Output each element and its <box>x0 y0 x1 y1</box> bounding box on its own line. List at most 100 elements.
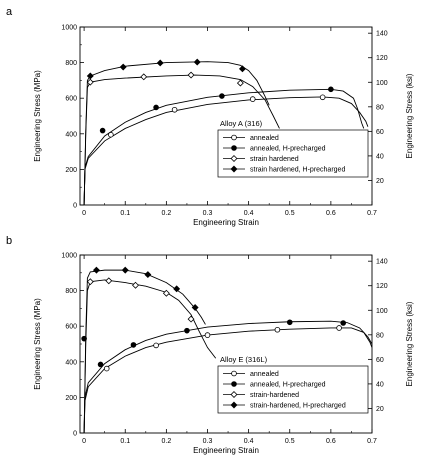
data-point <box>97 361 104 368</box>
data-point <box>236 79 244 87</box>
data-point <box>249 96 256 102</box>
chart-panel-b: b 0 0.1 0.2 0.3 0.4 0.5 0.6 0.7 0 200 400 600 800 1000… <box>6 235 414 455</box>
x-tick-label: 0.7 <box>367 438 377 445</box>
series-4 <box>83 58 270 205</box>
chart-panel-a: a 0 0.1 0.2 0.3 0.4 0.5 0.6 0.7 0 200 400 600 800 1000… <box>6 6 414 227</box>
series-line <box>83 88 365 205</box>
data-point <box>132 281 139 289</box>
y-tick-label: 800 <box>65 60 77 67</box>
data-point <box>86 72 94 80</box>
y-tick-label: 1000 <box>61 253 77 260</box>
x-tick-label: 0.4 <box>244 210 254 217</box>
series-1 <box>83 94 369 205</box>
data-point <box>286 319 293 326</box>
y-tick-label: 600 <box>65 96 77 103</box>
x-tick-label: 0 <box>82 210 86 217</box>
x-axis-label: Engineering Strain <box>193 218 259 227</box>
y-tick-label: 200 <box>65 395 77 402</box>
x-tick-label: 0.5 <box>285 438 295 445</box>
x-tick-label: 0.2 <box>161 210 171 217</box>
series-3 <box>83 277 217 433</box>
data-point <box>173 285 181 293</box>
series-line <box>83 96 369 205</box>
x-axis-label: Engineering Strain <box>193 446 259 455</box>
legend-marker <box>230 165 238 173</box>
x-tick-label: 0.6 <box>326 438 336 445</box>
y2-axis-label: Engineering Stress (ksi) <box>405 73 414 158</box>
legend-entry: annealed <box>250 371 279 378</box>
legend-marker <box>231 134 237 141</box>
y2-tick-label: 100 <box>376 80 388 87</box>
y2-tick-label: 140 <box>376 31 388 38</box>
series-1 <box>83 325 372 433</box>
legend-entry: strain hardened, H-precharged <box>250 167 345 174</box>
y2-tick-label: 20 <box>376 406 384 413</box>
series-3 <box>83 71 280 205</box>
legend: Alloy E (316L) annealed annealed, H-precha… <box>217 355 369 414</box>
data-point <box>319 94 326 101</box>
data-point <box>156 59 164 67</box>
x-tick-label: 0.6 <box>326 210 336 217</box>
series-line <box>83 61 270 205</box>
series-line <box>83 74 280 205</box>
data-point <box>340 320 347 326</box>
legend-entry: strain hardened <box>250 156 299 163</box>
legend-entry: annealed, H-precharged <box>250 146 326 153</box>
data-point <box>204 332 211 338</box>
legend-marker <box>231 145 237 151</box>
y2-tick-label: 60 <box>376 357 384 364</box>
data-point <box>86 78 94 86</box>
data-point <box>144 271 152 279</box>
legend-entry: annealed, H-precharged <box>250 382 326 389</box>
data-point <box>336 325 342 331</box>
y-axis-label: Engineering Stress (MPa) <box>33 298 42 390</box>
x-tick-label: 0 <box>82 438 86 445</box>
x-tick-label: 0.1 <box>120 210 130 217</box>
y2-tick-label: 100 <box>376 308 388 315</box>
plot-frame <box>79 26 373 206</box>
data-point <box>103 365 110 372</box>
data-point <box>99 127 106 134</box>
y2-axis-label: Engineering Stress (ksi) <box>405 301 414 386</box>
panel-label: a <box>6 6 13 18</box>
panel-label: b <box>6 235 12 247</box>
legend-entry: strain-hardened <box>250 392 299 399</box>
y2-tick-label: 20 <box>376 178 384 185</box>
legend-marker <box>231 381 237 387</box>
x-tick-label: 0.2 <box>161 438 171 445</box>
x-tick-label: 0.5 <box>285 210 295 217</box>
data-point <box>184 327 190 334</box>
data-point <box>153 104 159 111</box>
data-point <box>238 65 246 73</box>
series-line <box>83 279 217 433</box>
y2-tick-label: 140 <box>376 259 388 266</box>
legend-marker <box>231 370 237 377</box>
data-point <box>130 342 137 348</box>
x-tick-label: 0.3 <box>203 438 213 445</box>
data-point <box>187 315 195 323</box>
legend-title: Alloy E (316L) <box>220 355 268 364</box>
y-tick-label: 600 <box>65 324 77 331</box>
data-point <box>171 106 178 113</box>
y2-tick-label: 120 <box>376 283 388 290</box>
y2-tick-label: 120 <box>376 55 388 62</box>
data-point <box>162 289 170 297</box>
y2-tick-label: 80 <box>376 104 384 111</box>
data-point <box>153 342 159 349</box>
x-tick-label: 0.3 <box>203 210 213 217</box>
legend-entry: annealed <box>250 135 279 142</box>
y2-tick-label: 60 <box>376 129 384 136</box>
data-point <box>193 58 201 66</box>
data-point <box>219 93 225 99</box>
y2-tick-label: 40 <box>376 381 384 388</box>
data-point <box>187 71 195 79</box>
data-point <box>328 86 334 93</box>
data-point <box>105 277 113 285</box>
y-axis-label: Engineering Stress (MPa) <box>33 70 42 162</box>
data-point <box>92 266 100 274</box>
y2-tick-label: 40 <box>376 153 384 160</box>
legend-marker <box>230 155 238 162</box>
x-tick-label: 0.1 <box>120 438 130 445</box>
data-point <box>274 326 281 333</box>
data-point <box>140 73 148 81</box>
